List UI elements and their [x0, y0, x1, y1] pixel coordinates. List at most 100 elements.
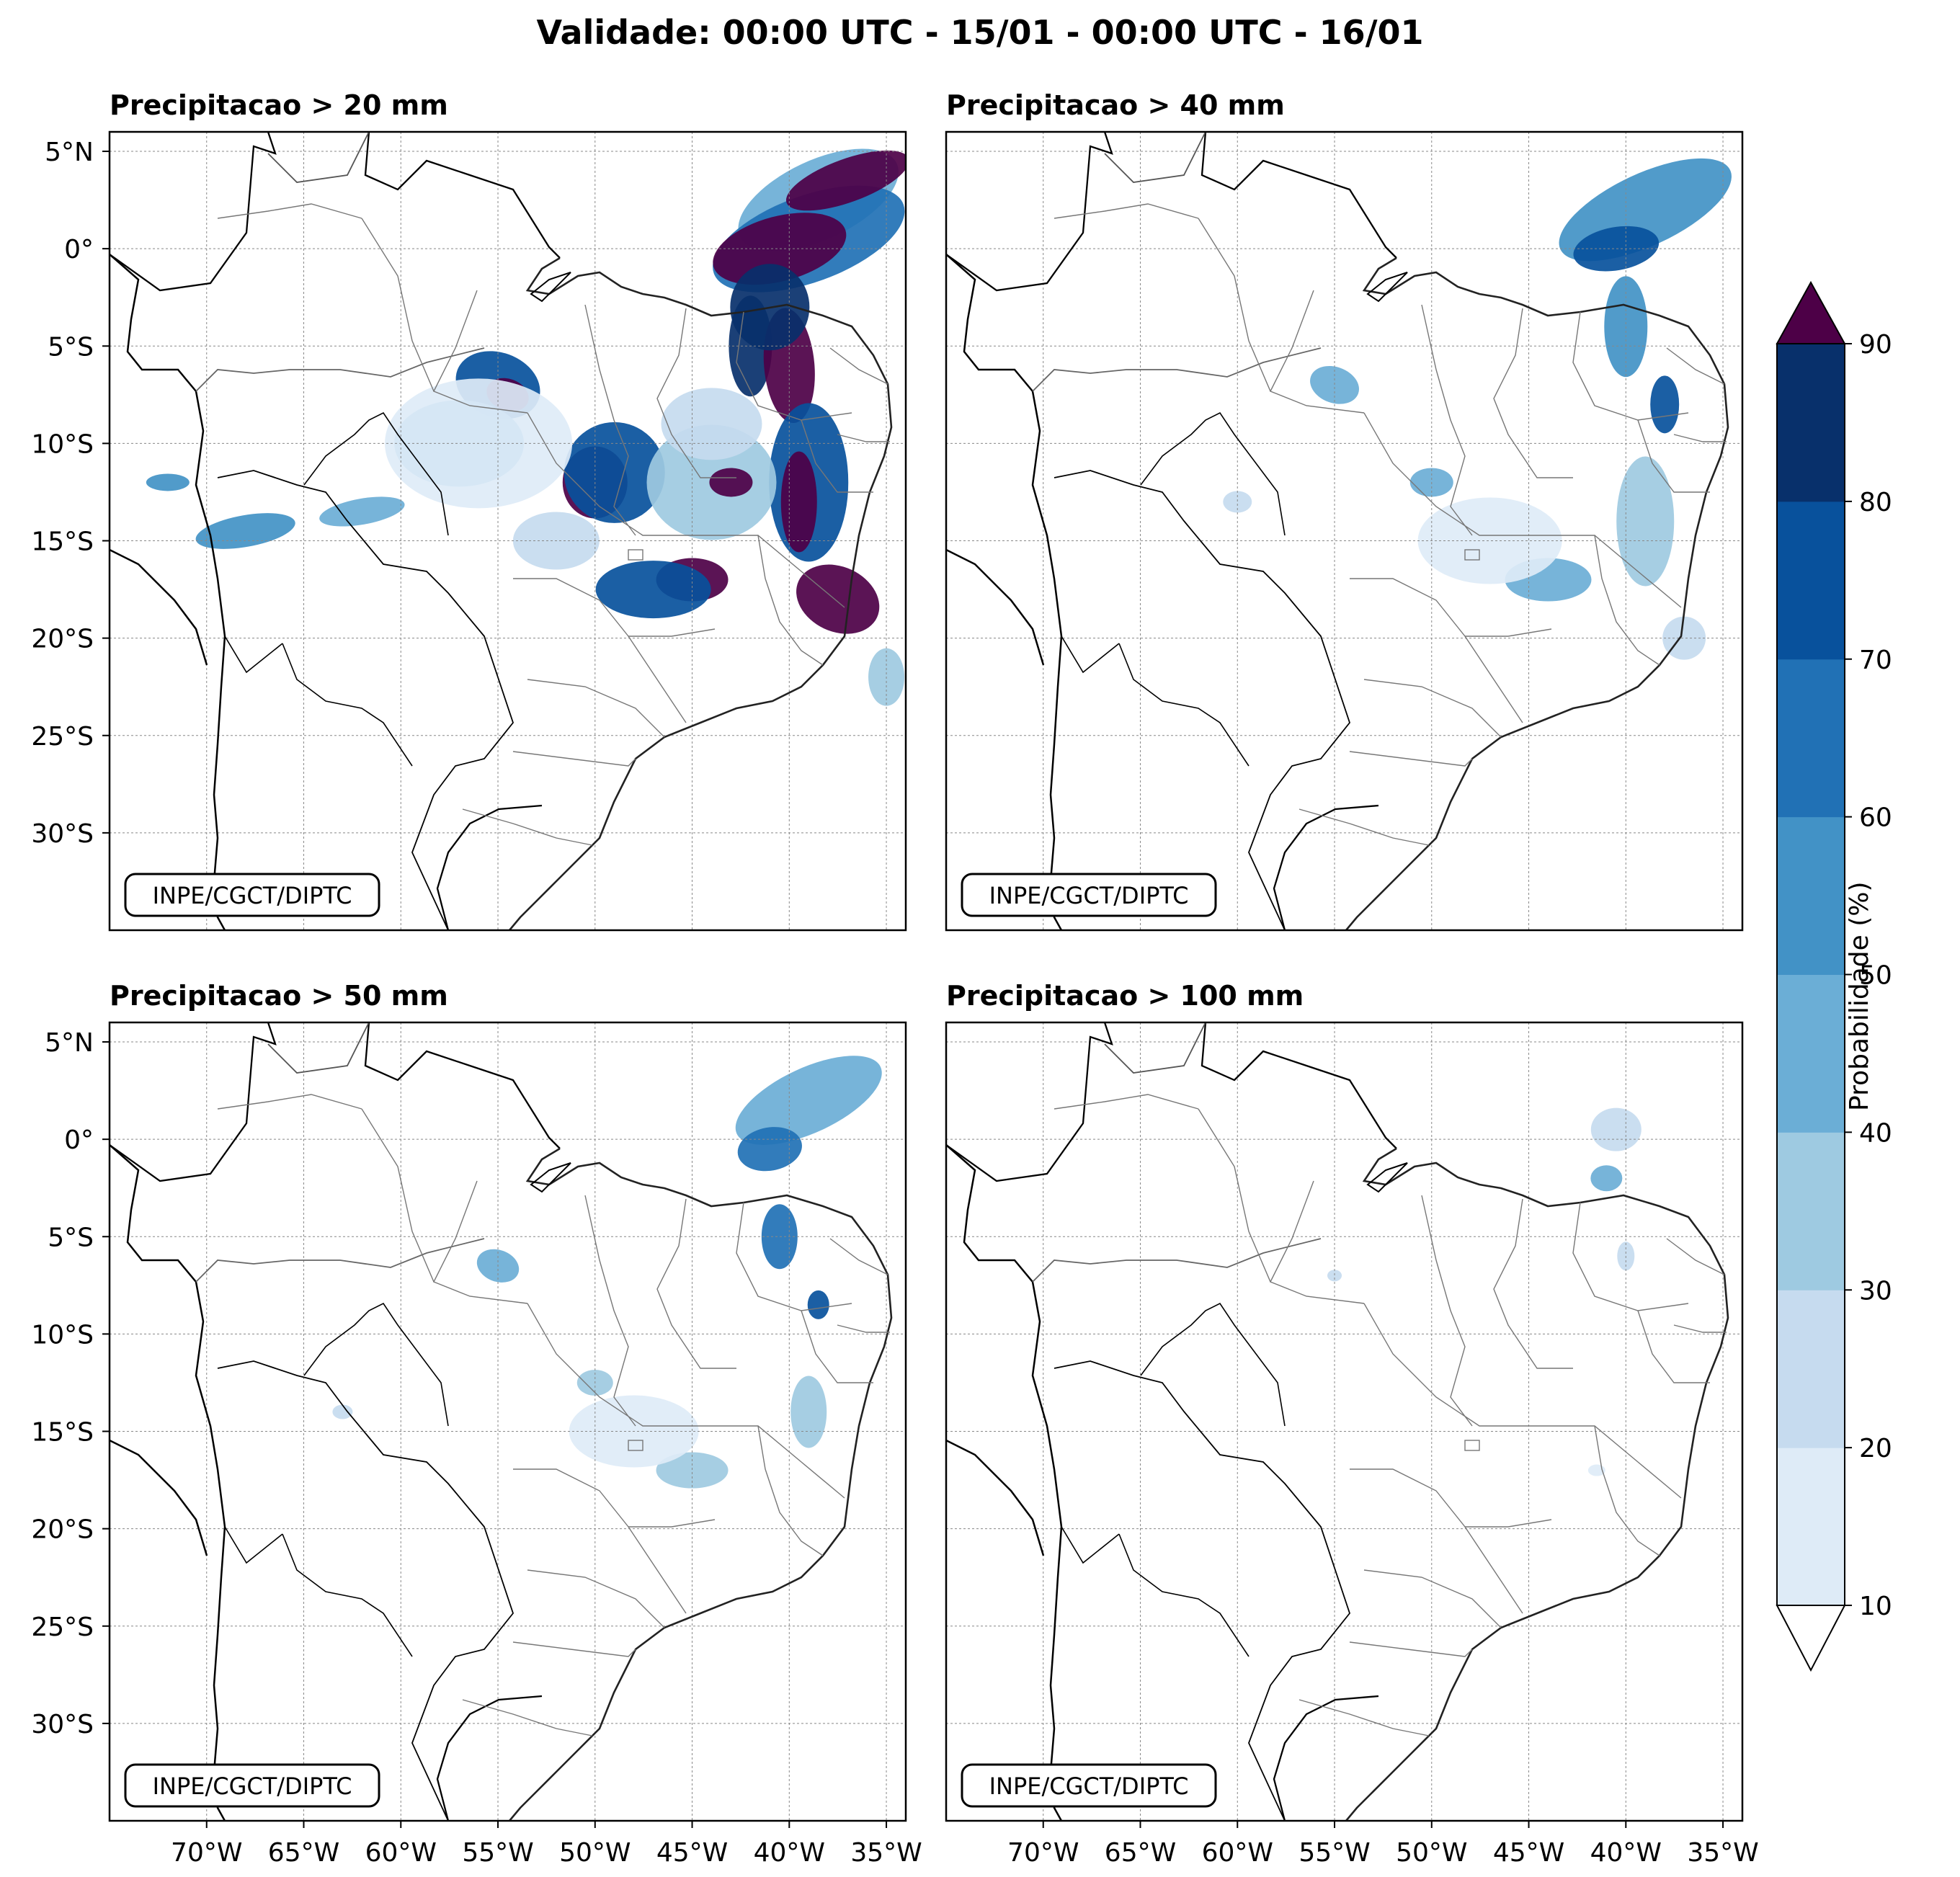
credit-box	[961, 873, 1217, 917]
colorbar-tick-label: 20	[1859, 1434, 1892, 1463]
probability-area	[796, 564, 880, 634]
probability-area	[1616, 456, 1675, 587]
credit-text: INPE/CGCT/DIPTC	[153, 882, 352, 909]
lat-tick-label: 25°S	[31, 722, 94, 752]
credit-text: INPE/CGCT/DIPTC	[153, 1773, 352, 1800]
map-frame	[945, 1021, 1744, 1822]
map-panel-3: INPE/CGCT/DIPTC	[945, 1021, 1744, 1822]
colorbar: 10 20 30 40 50 60 70 80 90	[1776, 280, 1892, 1672]
colorbar-segment	[1777, 659, 1845, 818]
lat-tick-label: 15°S	[31, 527, 94, 557]
lat-tick-label: 0°	[64, 1125, 94, 1155]
probability-area	[332, 1404, 353, 1419]
lon-tick-label: 55°W	[1298, 1838, 1370, 1868]
lat-tick-label: 20°S	[31, 625, 94, 654]
probability-area	[195, 513, 295, 549]
map-panel-1: INPE/CGCT/DIPTC	[945, 130, 1744, 932]
probability-area	[1223, 491, 1252, 513]
lon-tick-label: 45°W	[1493, 1838, 1564, 1868]
probability-area	[319, 496, 405, 527]
map-frame	[108, 1021, 907, 1822]
credit-box	[961, 1763, 1217, 1808]
lat-tick-label: 15°S	[31, 1418, 94, 1448]
colorbar-tick-label: 90	[1859, 330, 1892, 360]
panel-title-50mm: Precipitacao > 50 mm	[110, 980, 448, 1012]
lon-tick-label: 50°W	[559, 1838, 631, 1868]
lat-tick-label: 10°S	[31, 1320, 94, 1350]
probability-area	[785, 150, 906, 211]
lon-tick-label: 55°W	[462, 1838, 533, 1868]
probability-area	[564, 422, 665, 523]
lat-tick-label: 0°	[64, 235, 94, 264]
probability-area	[807, 1290, 829, 1319]
colorbar-segment	[1777, 1290, 1845, 1448]
probability-area	[790, 1376, 827, 1448]
probability-area	[1327, 1270, 1342, 1282]
colorbar-segment	[1777, 344, 1845, 502]
colorbar-segment	[1777, 974, 1845, 1133]
probability-area	[661, 388, 762, 460]
lat-tick-label: 5°N	[45, 138, 94, 167]
probability-area	[737, 1127, 802, 1172]
lat-tick-label: 5°S	[48, 332, 94, 362]
lon-tick-label: 65°W	[1105, 1838, 1176, 1868]
lat-tick-label: 5°N	[45, 1028, 94, 1058]
colorbar-segment	[1777, 1132, 1845, 1290]
probability-area	[780, 451, 817, 553]
colorbar-segment	[1777, 1448, 1845, 1606]
lat-tick-label: 20°S	[31, 1515, 94, 1545]
map-frame	[945, 130, 1744, 932]
colorbar-tick-label: 50	[1859, 961, 1892, 991]
lat-tick-label: 30°S	[31, 819, 94, 849]
lon-tick-label: 70°W	[1007, 1838, 1079, 1868]
probability-area	[1650, 375, 1680, 434]
credit-box	[124, 1763, 380, 1808]
colorbar-segment	[1777, 501, 1845, 660]
map-frame	[108, 130, 907, 932]
colorbar-segment	[1777, 816, 1845, 975]
lon-tick-label: 65°W	[268, 1838, 339, 1868]
lon-tick-label: 35°W	[850, 1838, 922, 1868]
credit-text: INPE/CGCT/DIPTC	[989, 882, 1189, 909]
probability-area	[1573, 226, 1660, 272]
probability-area	[1310, 365, 1360, 404]
probability-area	[1662, 616, 1706, 660]
colorbar-tick-label: 10	[1859, 1592, 1892, 1621]
lon-tick-label: 70°W	[171, 1838, 242, 1868]
probability-area	[761, 1204, 798, 1270]
lat-tick-label: 25°S	[31, 1613, 94, 1642]
lat-tick-label: 5°S	[48, 1223, 94, 1252]
colorbar-tick-label: 70	[1859, 646, 1892, 675]
probability-area	[1417, 497, 1562, 584]
colorbar-label: Probabilidade (%)	[1845, 881, 1874, 1111]
main-title: Validade: 00:00 UTC - 15/01 - 00:00 UTC …	[536, 13, 1424, 52]
lon-tick-label: 60°W	[365, 1838, 437, 1868]
probability-area	[1590, 1107, 1642, 1151]
panel-title-100mm: Precipitacao > 100 mm	[946, 980, 1304, 1012]
map-panel-2: INPE/CGCT/DIPTC	[108, 1021, 907, 1822]
lat-tick-label: 10°S	[31, 429, 94, 459]
lat-tick-label: 30°S	[31, 1710, 94, 1739]
map-panel-0: INPE/CGCT/DIPTC	[108, 130, 907, 932]
lon-tick-label: 50°W	[1396, 1838, 1467, 1868]
colorbar-tick-label: 30	[1859, 1276, 1892, 1306]
probability-area	[146, 473, 190, 491]
probability-area	[1587, 1464, 1605, 1476]
colorbar-under-extension	[1776, 1605, 1846, 1672]
credit-box	[124, 873, 380, 917]
probability-area	[713, 213, 847, 285]
lon-tick-label: 40°W	[1590, 1838, 1662, 1868]
colorbar-tick-label: 80	[1859, 488, 1892, 517]
probability-area	[595, 561, 711, 619]
panel-title-40mm: Precipitacao > 40 mm	[946, 89, 1285, 121]
lon-tick-label: 40°W	[754, 1838, 825, 1868]
probability-area	[709, 468, 753, 497]
colorbar-tick-label: 60	[1859, 803, 1892, 833]
credit-text: INPE/CGCT/DIPTC	[989, 1773, 1189, 1800]
probability-area	[1590, 1165, 1623, 1192]
lon-tick-label: 35°W	[1687, 1838, 1758, 1868]
lon-tick-label: 45°W	[656, 1838, 728, 1868]
lon-tick-label: 60°W	[1202, 1838, 1273, 1868]
